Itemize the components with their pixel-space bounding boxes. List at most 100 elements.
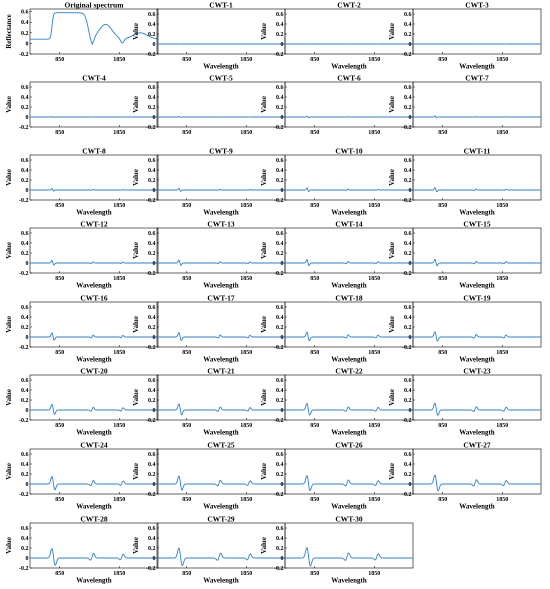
y-tick-label: 0 [26,41,29,47]
y-tick-label: 0.2 [148,325,156,331]
y-tick-label: 0 [281,42,284,48]
x-tick-label: 850 [438,350,447,356]
y-axis-label: Value [388,169,396,186]
y-tick-label: 0.2 [21,31,29,37]
x-tick-label: 1850 [368,350,380,356]
y-tick-label: -0.2 [146,492,156,498]
y-tick-label: -0.2 [19,566,29,572]
x-tick-label: 1850 [496,130,508,136]
x-axis-label: Wavelength [459,282,494,290]
y-axis-label: Value [388,23,396,40]
y-tick-label: -0.2 [402,271,412,277]
y-axis-label: Value [388,242,396,259]
chart-title: CWT-14 [335,220,362,229]
series-line [285,331,413,342]
y-axis-label: Value [388,316,396,333]
x-tick-label: 850 [55,423,64,429]
y-tick-label: 0.6 [21,85,29,91]
x-tick-label: 850 [310,423,319,429]
y-tick-label: 0.4 [148,315,156,321]
x-tick-label: 1850 [113,130,125,136]
y-axis-label: Reflectance [5,14,13,49]
chart-title: CWT-20 [80,367,107,376]
y-tick-label: 0.4 [21,95,29,101]
x-axis-label: Wavelength [331,63,366,71]
x-tick-label: 1850 [113,276,125,282]
y-tick-label: 0 [153,482,156,488]
y-tick-label: 0.2 [148,251,156,257]
y-tick-label: 0.4 [148,168,156,174]
y-tick-label: 0.2 [276,325,284,331]
series-line [413,115,541,119]
y-tick-label: 0.2 [276,105,284,111]
y-axis-label: Value [132,169,140,186]
y-tick-label: 0 [153,335,156,341]
x-tick-label: 850 [55,130,64,136]
y-tick-label: 0.2 [148,178,156,184]
plot-area [412,227,542,274]
plot-area [29,227,159,274]
x-tick-label: 850 [438,423,447,429]
y-tick-label: 0 [409,335,412,341]
y-axis-label: Value [5,389,13,406]
y-tick-label: 0 [281,335,284,341]
y-axis-label: Value [260,169,268,186]
y-tick-label: 0.2 [404,472,412,478]
series-line [285,115,413,119]
y-tick-label: 0 [26,335,29,341]
x-tick-label: 1850 [240,497,252,503]
y-tick-label: 0.6 [21,158,29,164]
x-tick-label: 1850 [496,57,508,63]
y-tick-label: 0.4 [276,315,284,321]
y-tick-label: -0.2 [19,125,29,131]
y-tick-label: 0 [26,115,29,121]
chart-title: CWT-2 [337,1,361,10]
chart-title: CWT-6 [337,74,361,83]
y-axis-label: Value [5,169,13,186]
y-tick-label: 0.6 [148,12,156,18]
x-tick-label: 1850 [368,130,380,136]
chart-title: CWT-29 [207,515,234,524]
y-tick-label: 0.6 [21,452,29,458]
y-axis-label: Value [388,96,396,113]
y-tick-label: 0.6 [21,10,29,16]
y-tick-label: 0.4 [21,462,29,468]
x-axis-label: Wavelength [459,429,494,437]
chart-panel-original: Original spectrum 0.6 0.4 0.2 0 -0.2 850 1850 Re… [5,1,159,63]
x-tick-label: 1850 [113,497,125,503]
x-tick-label: 1850 [496,276,508,282]
y-axis-label: Value [260,96,268,113]
y-axis-label: Value [260,463,268,480]
x-tick-label: 1850 [113,423,125,429]
x-axis-label: Wavelength [76,429,111,437]
x-tick-label: 850 [55,276,64,282]
chart-title: CWT-27 [463,441,490,450]
x-tick-label: 1850 [368,423,380,429]
x-tick-label: 1850 [113,571,125,577]
y-tick-label: 0.2 [276,32,284,38]
series-line [285,259,413,267]
y-tick-label: 0.4 [404,462,412,468]
x-tick-label: 850 [310,276,319,282]
y-tick-label: 0.2 [404,325,412,331]
y-tick-label: 0.4 [276,168,284,174]
chart-title: CWT-15 [463,220,490,229]
plot-area [284,522,414,569]
y-tick-label: 0 [281,556,284,562]
y-tick-label: 0.4 [276,388,284,394]
y-tick-label: 0.2 [404,398,412,404]
x-tick-label: 850 [55,57,64,63]
x-axis-label: Wavelength [459,356,494,364]
y-tick-label: 0.6 [276,158,284,164]
y-axis-label: Value [132,242,140,259]
y-axis-label: Value [388,389,396,406]
y-tick-label: 0.4 [404,168,412,174]
chart-title: CWT-17 [207,294,234,303]
y-axis-label: Value [260,389,268,406]
chart-title: CWT-24 [80,441,107,450]
y-tick-label: 0.2 [148,32,156,38]
series-line [30,259,158,266]
y-tick-label: 0.4 [404,22,412,28]
x-axis-label: Wavelength [331,282,366,290]
